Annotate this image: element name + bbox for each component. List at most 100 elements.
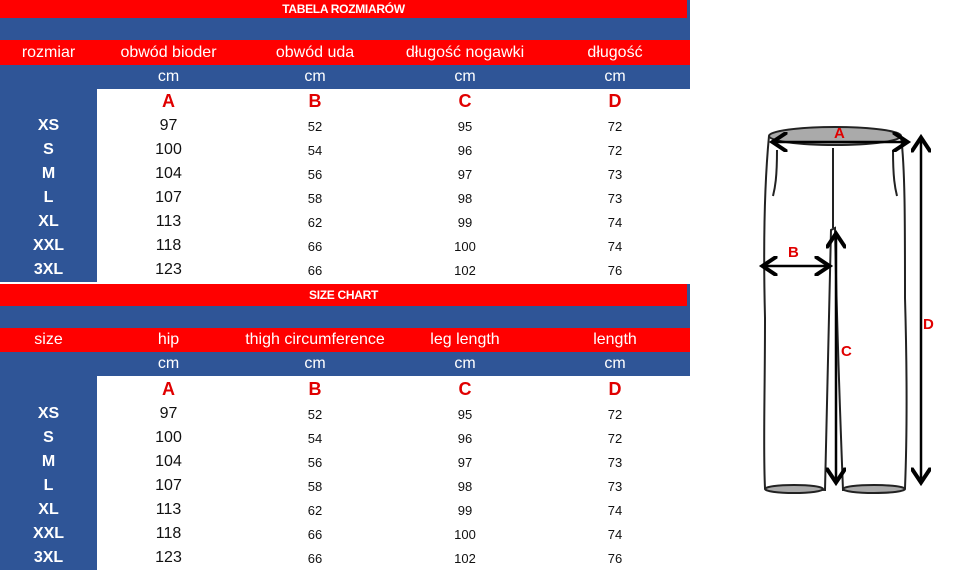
cell-2: 56 [307,454,323,470]
table-row: 3XL 123 66 102 76 [0,258,690,282]
cell-0: XXL [0,234,97,258]
letter-cell-3: C [458,378,472,399]
cell-2: 54 [307,142,323,158]
cell-0: M [0,450,97,474]
cell-3: 98 [457,190,473,206]
cell-0: L [0,186,97,210]
column-header-4: length [593,331,637,348]
cell-4: 73 [607,454,623,470]
table-row: L 107 58 98 73 [0,186,690,210]
cell-1: 100 [155,429,182,446]
cell-2: 58 [307,478,323,494]
cell-4: 73 [607,166,623,182]
table-row: XS 97 52 95 72 [0,402,690,426]
cell-0: S [0,426,97,450]
cell-2: 62 [307,214,323,230]
cell-3: 102 [454,550,476,566]
table-row: XS 97 52 95 72 [0,114,690,138]
size-table-polish: TABELA ROZMIARÓW rozmiar obwód bioder obwód… [0,0,690,282]
column-header-2: obwód uda [275,43,355,61]
cell-3: 95 [457,406,473,422]
label-a: A [834,125,845,142]
letter-cell-0 [0,376,97,402]
column-header-3: leg length [430,331,500,348]
column-header-4: długość [587,43,643,61]
cell-2: 66 [307,526,323,542]
table-title: SIZE CHART [0,284,690,306]
cell-3: 96 [457,142,473,158]
table-row: S 100 54 96 72 [0,138,690,162]
table-row: 3XL 123 66 102 76 [0,546,690,570]
cell-4: 73 [607,478,623,494]
unit-cell-2: cm [304,68,326,85]
table-row: XXL 118 66 100 74 [0,522,690,546]
cell-2: 66 [307,238,323,254]
cell-0: M [0,162,97,186]
table-title: TABELA ROZMIARÓW [0,0,690,18]
letter-cell-2: B [308,91,322,111]
cell-3: 100 [454,526,476,542]
cell-0: XS [0,402,97,426]
cell-1: 123 [155,549,182,566]
cell-1: 118 [155,237,182,254]
letter-cell-1: A [162,378,175,399]
unit-row: cm cm cm cm [0,352,690,376]
cell-3: 100 [454,238,476,254]
cell-1: 97 [159,405,178,422]
table-row: M 104 56 97 73 [0,162,690,186]
measure-arrows [765,140,921,480]
column-header-0: rozmiar [21,43,76,61]
cell-0: L [0,474,97,498]
cell-4: 76 [607,550,623,566]
cell-2: 52 [307,118,323,134]
letter-cell-3: C [458,91,472,111]
cell-4: 72 [607,406,623,422]
cell-1: 104 [155,165,182,182]
cell-4: 74 [607,502,623,518]
cell-2: 54 [307,430,323,446]
blank-band [0,306,690,328]
unit-row: cm cm cm cm [0,65,690,89]
cell-3: 97 [457,454,473,470]
letter-cell-4: D [608,91,622,111]
cell-4: 72 [607,430,623,446]
cell-2: 58 [307,190,323,206]
cell-2: 62 [307,502,323,518]
blank-band [0,18,690,40]
table-row: L 107 58 98 73 [0,474,690,498]
table-row: M 104 56 97 73 [0,450,690,474]
cell-3: 98 [457,478,473,494]
unit-cell-3: cm [454,68,476,85]
label-b: B [788,244,799,261]
cell-1: 123 [155,261,182,278]
cell-2: 56 [307,166,323,182]
unit-cell-3: cm [454,355,476,372]
letter-row: A B C D [0,89,690,114]
cell-0: XXL [0,522,97,546]
cell-1: 104 [155,453,182,470]
cell-3: 102 [454,262,476,278]
cell-0: XS [0,114,97,138]
cell-1: 107 [155,477,182,494]
table-row: XL 113 62 99 74 [0,210,690,234]
cell-4: 74 [607,526,623,542]
unit-cell-4: cm [604,68,626,85]
cell-1: 118 [155,525,182,542]
table-row: XXL 118 66 100 74 [0,234,690,258]
pants-measurement-diagram: A B C D [755,125,934,494]
unit-cell-4: cm [604,355,626,372]
cell-4: 74 [607,214,623,230]
letter-row: A B C D [0,376,690,402]
header-row: size hip thigh circumference leg length leng… [0,328,690,352]
cell-4: 72 [607,142,623,158]
letter-cell-1: A [162,91,175,111]
cell-4: 76 [607,262,623,278]
letter-cell-0 [0,89,97,114]
unit-cell-1: cm [157,355,180,372]
cell-3: 97 [457,166,473,182]
column-header-0: size [34,331,63,348]
table-row: XL 113 62 99 74 [0,498,690,522]
label-d: D [923,316,934,333]
column-header-3: długość nogawki [405,43,525,61]
table-row: S 100 54 96 72 [0,426,690,450]
